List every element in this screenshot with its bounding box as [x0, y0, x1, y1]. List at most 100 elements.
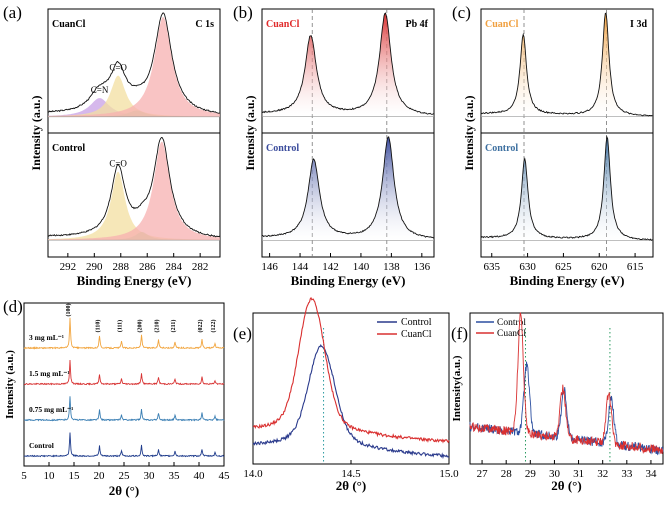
panel-0-xtick-label: 290 [86, 261, 103, 273]
panel-3-series-line [23, 396, 225, 422]
panel-1-letter: (b) [233, 3, 253, 22]
panel-0-raw-spectrum [47, 12, 221, 114]
panel-0-xtick-label: 292 [60, 261, 77, 273]
panel-3-series-line [24, 359, 225, 386]
panel-3-xtick-label: 5 [21, 470, 27, 482]
panel-0-component-peak [48, 98, 220, 117]
panel-1-xtick-label: 144 [292, 261, 309, 273]
panel-0-peak-label: C=O [109, 159, 127, 169]
panel-5-letter: (f) [451, 324, 468, 343]
panel-0-letter: (a) [3, 3, 22, 22]
panel-3-series-label: 1.5 mg mL⁻¹ [29, 369, 70, 378]
panel-2-letter: (c) [452, 3, 471, 22]
panel-2-xtick-label: 630 [519, 261, 536, 273]
panel-1-xtick-label: 140 [353, 261, 370, 273]
panel-3-series-label: 3 mg mL⁻¹ [29, 333, 64, 342]
panel-3-xtick-label: 15 [69, 470, 81, 482]
panel-4-legend-label: CuanCl [401, 329, 432, 340]
panel-2-raw-spectrum [480, 12, 654, 117]
panel-1-xtick-label: 142 [322, 261, 339, 273]
panel-2-xtick-label: 620 [591, 261, 608, 273]
panel-3-series-label: 0.75 mg mL⁻¹ [29, 405, 73, 414]
panel-5-xtick-label: 29 [525, 468, 537, 480]
panel-3-xtick-label: 25 [119, 470, 131, 482]
panel-3-peak-label: (210) [154, 320, 161, 333]
panel-4-series-line [252, 296, 450, 444]
panel-4-xlabel: 2θ (°) [336, 478, 366, 493]
panel-2-raw-spectrum [480, 135, 654, 241]
panel-1-xtick-label: 146 [261, 261, 278, 273]
panel-3-xlabel: 2θ (°) [109, 483, 139, 498]
panel-2-xtick-label: 625 [555, 261, 572, 273]
panel-0-component-peak [48, 17, 220, 117]
panel-1-sample-label: CuanCl [266, 19, 300, 30]
panel-3-xtick-label: 40 [194, 470, 206, 482]
panel-1-xtick-label: 138 [383, 261, 400, 273]
panel-5-xtick-label: 34 [645, 468, 657, 480]
panel-0-xtick-label: 284 [165, 261, 182, 273]
panel-3-peak-label: (022) [197, 320, 204, 333]
panel-2-xlabel: Binding Energy (eV) [510, 273, 625, 288]
panel-3-peak-label: (110) [95, 320, 102, 333]
panel-3-peak-label: (122) [210, 320, 217, 333]
panel-0-peak-label: C=N [91, 85, 109, 95]
panel-3-peak-label: (111) [117, 320, 124, 332]
panel-2-xtick-label: 615 [627, 261, 644, 273]
panel-5-xlabel: 2θ (°) [551, 478, 581, 493]
panel-4-xtick-label: 15.0 [439, 468, 459, 480]
panel-0-component-peak [48, 141, 220, 241]
panel-0-xtick-label: 286 [139, 261, 156, 273]
panel-2-sample-label: Control [485, 143, 518, 154]
panel-5-xtick-label: 30 [549, 468, 561, 480]
panel-5-frame [469, 312, 664, 465]
panel-3-xtick-label: 35 [169, 470, 181, 482]
panel-2-ylabel: Intensity (a.u.) [462, 95, 476, 170]
panel-4-xtick-label: 14.0 [243, 468, 263, 480]
panel-5-legend-label: Control [497, 318, 526, 328]
panel-5-legend-label: CuanCl [497, 329, 526, 339]
panel-5-series-line [469, 361, 664, 456]
panel-0-peak-label: C=O [109, 63, 127, 73]
panel-3-series-line [23, 432, 225, 458]
panel-3-xtick-label: 20 [94, 470, 106, 482]
panel-0-sample-label: CuanCl [52, 19, 86, 30]
panel-5-xtick-label: 33 [621, 468, 633, 480]
panel-0-xtick-label: 288 [113, 261, 130, 273]
panel-2-title: I 3d [630, 19, 647, 30]
panel-3-peak-label: (100) [65, 304, 72, 317]
panel-0-sample-label: Control [52, 143, 85, 154]
panel-3-series-label: Control [29, 441, 54, 450]
panel-1-xlabel: Binding Energy (eV) [291, 273, 406, 288]
panel-1-sample-label: Control [266, 143, 299, 154]
panel-3-xtick-label: 45 [219, 470, 231, 482]
panel-5-ylabel: Intensity(a.u.) [451, 355, 463, 421]
panel-3-ylabel: Intensity (a.u.) [4, 350, 16, 419]
panel-2-sample-label: CuanCl [485, 19, 519, 30]
panel-4-xtick-label: 14.5 [341, 468, 361, 480]
panel-5-xtick-label: 28 [501, 468, 513, 480]
panel-1-fill-area [262, 137, 434, 241]
panel-3-peak-label: (211) [170, 320, 177, 333]
panel-1-raw-spectrum [261, 12, 435, 115]
panel-4-letter: (e) [233, 324, 252, 343]
panel-0-title: C 1s [195, 19, 214, 30]
panel-0-xlabel: Binding Energy (eV) [77, 273, 192, 288]
panel-5-series-line [469, 312, 664, 455]
panel-3-letter: (d) [3, 297, 23, 316]
panel-3-peak-label: (200) [137, 320, 144, 333]
panel-3-xtick-label: 30 [144, 470, 156, 482]
panel-1-raw-spectrum [261, 136, 435, 239]
panel-0-ylabel: Intensity (a.u.) [29, 95, 43, 170]
panel-3-xtick-label: 10 [44, 470, 56, 482]
panel-2-xtick-label: 635 [484, 261, 501, 273]
panel-1-fill-area [262, 13, 434, 117]
panel-1-ylabel: Intensity (a.u.) [243, 95, 257, 170]
panel-1-title: Pb 4f [406, 19, 429, 30]
panel-4-series-line [252, 344, 450, 460]
panel-4-legend-label: Control [401, 317, 432, 328]
panel-5-xtick-label: 31 [573, 468, 584, 480]
panel-3-series-line [23, 317, 225, 350]
panel-0-raw-spectrum [47, 137, 221, 238]
panel-5-xtick-label: 32 [597, 468, 608, 480]
